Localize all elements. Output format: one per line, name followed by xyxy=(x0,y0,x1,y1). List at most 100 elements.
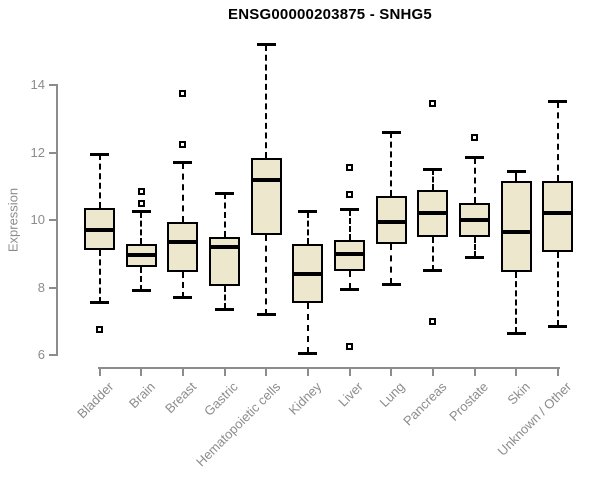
whisker-upper-breast xyxy=(181,162,184,222)
outlier-liver xyxy=(346,343,354,351)
y-tick xyxy=(49,219,56,221)
x-tick xyxy=(390,367,393,376)
y-tick-label: 6 xyxy=(37,347,45,362)
whisker-lower-unknown-other xyxy=(556,252,559,327)
x-tick-label-skin: Skin xyxy=(504,379,533,408)
whisker-cap-high xyxy=(423,167,443,171)
whisker-cap-high xyxy=(215,191,235,195)
median-line-prostate xyxy=(459,218,491,222)
whisker-cap-high xyxy=(340,208,360,212)
whisker-cap-low xyxy=(423,269,443,273)
x-tick xyxy=(98,367,101,376)
x-tick-label-kidney: Kidney xyxy=(285,379,325,418)
x-tick-label-gastric: Gastric xyxy=(201,379,242,419)
x-tick xyxy=(431,367,434,376)
outlier-brain xyxy=(137,199,145,207)
outlier-liver xyxy=(346,164,354,172)
whisker-upper-bladder xyxy=(98,154,101,209)
whisker-upper-unknown-other xyxy=(556,101,559,182)
x-tick xyxy=(348,367,351,376)
y-tick xyxy=(49,84,56,86)
whisker-lower-gastric xyxy=(223,285,226,310)
box-hematopoietic-cells xyxy=(250,157,282,236)
y-tick-label: 12 xyxy=(30,144,45,160)
outlier-pancreas xyxy=(429,100,437,108)
whisker-cap-low xyxy=(340,287,360,291)
whisker-lower-kidney xyxy=(306,302,309,354)
box-skin xyxy=(500,181,532,273)
whisker-upper-lung xyxy=(390,132,393,197)
y-tick xyxy=(49,151,56,154)
x-tick xyxy=(181,367,184,376)
whisker-upper-kidney xyxy=(306,211,309,244)
whisker-cap-high xyxy=(90,152,109,156)
y-tick-label: 14 xyxy=(30,77,45,92)
whisker-cap-high xyxy=(256,43,276,46)
whisker-cap-low xyxy=(131,289,151,293)
whisker-upper-hematopoietic-cells xyxy=(265,44,268,158)
whisker-upper-liver xyxy=(348,209,351,241)
whisker-upper-brain xyxy=(140,211,143,244)
x-tick xyxy=(265,367,268,376)
median-line-brain xyxy=(125,253,157,258)
whisker-cap-high xyxy=(298,210,318,214)
median-line-hematopoietic-cells xyxy=(250,177,282,182)
whisker-cap-low xyxy=(90,301,109,305)
whisker-cap-low xyxy=(256,313,276,316)
whisker-upper-prostate xyxy=(473,157,476,204)
outlier-pancreas xyxy=(429,317,437,325)
outlier-breast xyxy=(179,140,187,148)
whisker-lower-breast xyxy=(181,272,184,298)
median-line-breast xyxy=(167,239,199,244)
x-tick xyxy=(306,367,309,376)
outlier-bladder xyxy=(96,326,103,334)
x-tick-label-bladder: Bladder xyxy=(73,379,117,422)
x-tick-label-unknown-other: Unknown / Other xyxy=(495,379,575,459)
x-tick-label-lung: Lung xyxy=(376,379,408,411)
whisker-upper-skin xyxy=(515,171,518,182)
median-line-gastric xyxy=(209,245,241,249)
x-tick-label-brain: Brain xyxy=(125,379,158,412)
whisker-lower-bladder xyxy=(98,250,101,303)
whisker-cap-high xyxy=(548,100,568,104)
whisker-cap-high xyxy=(173,161,193,165)
outlier-breast xyxy=(179,89,187,97)
y-tick xyxy=(49,286,56,289)
x-tick xyxy=(556,367,559,376)
x-axis-line xyxy=(98,367,561,369)
whisker-lower-pancreas xyxy=(431,236,434,271)
whisker-lower-prostate xyxy=(473,236,476,258)
whisker-cap-low xyxy=(465,255,485,259)
y-tick-label: 10 xyxy=(30,212,45,227)
outlier-brain xyxy=(137,187,145,195)
x-tick-label-breast: Breast xyxy=(162,379,200,417)
whisker-lower-lung xyxy=(390,243,393,285)
x-tick-label-pancreas: Pancreas xyxy=(400,379,450,429)
whisker-upper-pancreas xyxy=(431,169,434,190)
x-tick xyxy=(223,367,226,376)
median-line-pancreas xyxy=(417,211,449,216)
whisker-cap-low xyxy=(506,331,526,335)
whisker-upper-gastric xyxy=(223,193,226,237)
median-line-unknown-other xyxy=(542,211,574,216)
outlier-prostate xyxy=(471,133,479,141)
whisker-cap-high xyxy=(465,156,485,160)
median-line-bladder xyxy=(84,228,115,233)
median-line-lung xyxy=(375,219,407,224)
whisker-lower-skin xyxy=(515,272,518,334)
y-axis-line xyxy=(56,84,58,356)
whisker-cap-low xyxy=(548,324,568,328)
whisker-cap-low xyxy=(215,307,235,311)
x-tick xyxy=(515,367,518,376)
x-tick-label-liver: Liver xyxy=(335,379,367,410)
whisker-lower-liver xyxy=(348,270,351,290)
whisker-lower-hematopoietic-cells xyxy=(265,235,268,315)
whisker-cap-high xyxy=(131,210,151,214)
whisker-cap-low xyxy=(298,351,318,355)
whisker-cap-low xyxy=(381,282,401,286)
whisker-cap-high xyxy=(506,169,526,173)
median-line-skin xyxy=(500,229,532,234)
median-line-kidney xyxy=(292,272,324,276)
median-line-liver xyxy=(334,251,366,256)
